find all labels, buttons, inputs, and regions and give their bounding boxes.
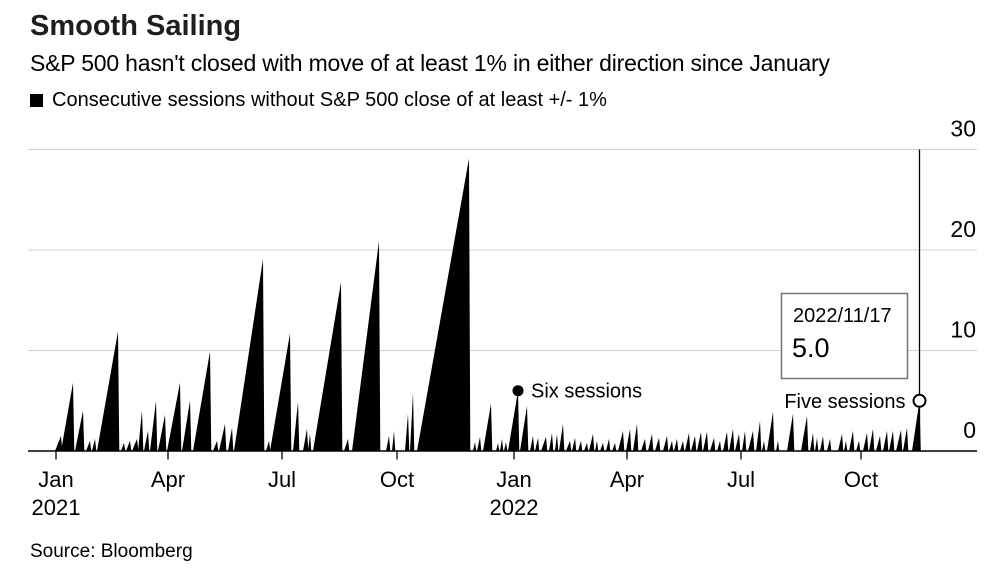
area-series [55,158,921,451]
five-sessions-marker-icon [912,393,927,408]
x-axis-label: Jul [268,467,296,492]
six-sessions-label: Six sessions [531,381,642,403]
tooltip: 2022/11/17 5.0 [780,292,909,380]
chart-title: Smooth Sailing [30,10,242,42]
source-note: Source: Bloomberg [30,541,193,562]
x-axis-label: Jan [496,467,531,492]
six-sessions-marker-icon [512,385,524,397]
tooltip-box [780,292,909,380]
legend: Consecutive sessions without S&P 500 clo… [30,89,607,112]
x-axis-ticks [55,451,862,460]
x-axis-year-label: 2022 [490,495,539,520]
legend-swatch-icon [30,94,43,107]
x-axis-label: Jan [38,467,73,492]
y-axis-label: 0 [963,417,976,443]
tooltip-date: 2022/11/17 [793,305,892,327]
x-axis-label: Jul [727,467,755,492]
y-axis-label: 20 [950,216,976,242]
x-axis-label: Apr [151,467,185,492]
five-sessions-label: Five sessions [784,391,905,413]
y-axis-labels: 30 20 10 0 [950,116,976,444]
chart-subtitle: S&P 500 hasn't closed with move of at le… [30,50,830,76]
y-axis-label: 30 [950,116,976,142]
legend-label: Consecutive sessions without S&P 500 clo… [52,89,607,111]
y-axis-label: 10 [950,317,976,343]
tooltip-value: 5.0 [792,333,830,363]
x-axis-label: Oct [844,467,878,492]
x-axis-year-label: 2021 [32,495,81,520]
x-axis-labels: Jan 2021 Apr Jul Oct Jan 2022 Apr Jul Oct [32,467,879,520]
x-axis-label: Apr [610,467,644,492]
x-axis-label: Oct [380,467,414,492]
